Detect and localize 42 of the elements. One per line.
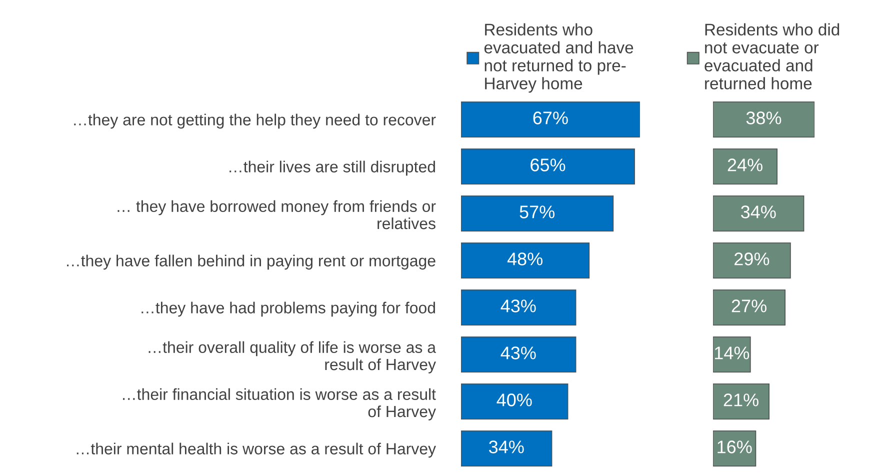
data-label: 27% — [732, 300, 766, 312]
bar — [713, 101, 814, 138]
data-label: 40% — [496, 394, 532, 406]
bar — [461, 148, 635, 185]
bar — [461, 430, 552, 467]
y-tick-label: …they have had problems paying for food — [142, 302, 435, 317]
data-label: 34% — [741, 206, 776, 218]
data-label: 43% — [500, 300, 536, 312]
legend-label: Residents who did not evacuate or evacuated and returned home — [704, 23, 840, 90]
bar — [461, 383, 568, 420]
y-tick-label: …they have fallen behind in paying rent or mortgage — [67, 254, 436, 270]
bar — [461, 289, 576, 326]
bar — [461, 336, 576, 373]
y-tick-label: …they are not getting the help they need to recover — [74, 114, 436, 129]
bar — [713, 289, 786, 326]
y-tick-label: …their mental health is worse as a result of Harvey — [76, 442, 436, 458]
bar — [461, 242, 590, 279]
data-label: 29% — [734, 252, 770, 266]
data-label: 34% — [489, 440, 524, 454]
data-label: 21% — [724, 394, 758, 406]
y-tick-label: …their lives are still disrupted — [230, 160, 435, 176]
data-label: 16% — [718, 440, 752, 454]
bar — [461, 195, 614, 232]
bar — [461, 101, 640, 138]
bar — [713, 336, 751, 373]
data-label: 67% — [533, 112, 568, 124]
legend-label: Residents who evacuated and have not returned to pre- Harvey home — [484, 23, 634, 93]
y-tick-label: …their overall quality of life is worse as a result of Harvey — [148, 341, 436, 374]
data-label: 65% — [530, 158, 566, 172]
y-tick-label: …their financial situation is worse as a result of Harvey — [123, 388, 436, 420]
data-label: 14% — [715, 346, 750, 360]
bar — [713, 383, 770, 420]
data-label: 38% — [746, 112, 782, 124]
bar — [713, 242, 791, 279]
y-tick-label: … they have borrowed money from friends or relatives — [118, 200, 436, 230]
bar — [713, 430, 756, 467]
data-label: 57% — [520, 206, 555, 218]
data-label: 43% — [500, 346, 536, 360]
data-label: 48% — [507, 252, 543, 266]
data-label: 24% — [728, 158, 762, 172]
bar — [713, 195, 804, 232]
bar — [713, 148, 778, 185]
